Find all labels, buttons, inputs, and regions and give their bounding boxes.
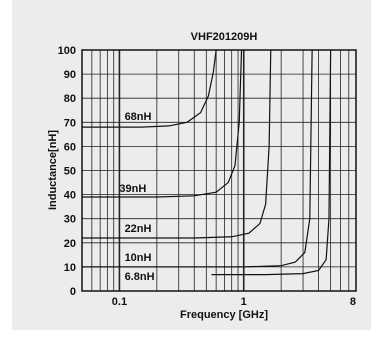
tick-labels: 0 10 20 30 40 50 60 70 80 90 100 0.1 1 8 xyxy=(58,45,356,308)
x-axis-title: Frequency [GHz] xyxy=(180,309,268,321)
y-tick-label: 0 xyxy=(70,286,76,298)
series-label-68nh: 68nH xyxy=(125,111,152,123)
y-tick-label: 40 xyxy=(64,190,76,202)
inductance-frequency-chart: VHF201209H Frequency [GHz] Inductance[nH… xyxy=(47,31,357,321)
y-tick-label: 70 xyxy=(64,117,76,129)
series-label-39nh: 39nH xyxy=(119,183,146,195)
series-label-22nh: 22nH xyxy=(125,223,152,235)
series-lines xyxy=(82,49,332,276)
x-tick-label: 8 xyxy=(350,296,356,308)
y-tick-label: 60 xyxy=(64,141,76,153)
series-labels: 68nH 39nH 22nH 10nH 6.8nH xyxy=(119,111,154,283)
y-tick-label: 90 xyxy=(64,69,76,81)
y-tick-label: 10 xyxy=(64,262,76,274)
y-tick-label: 30 xyxy=(64,214,76,226)
series-line-68nh xyxy=(82,49,217,128)
y-tick-label: 50 xyxy=(64,166,76,178)
x-tick-label: 1 xyxy=(241,296,247,308)
y-tick-label: 80 xyxy=(64,93,76,105)
series-line-68nh xyxy=(211,49,332,276)
plot-frame xyxy=(81,49,357,292)
x-tick-label: 0.1 xyxy=(112,296,127,308)
y-tick-label: 100 xyxy=(58,45,76,57)
series-label-10nh: 10nH xyxy=(125,252,152,264)
grid xyxy=(81,49,357,292)
chart-panel: VHF201209H Frequency [GHz] Inductance[nH… xyxy=(12,0,371,330)
series-line-10nh xyxy=(82,49,313,268)
series-label-68nh: 6.8nH xyxy=(125,271,155,283)
y-axis-title: Inductance[nH] xyxy=(47,130,59,210)
chart-title: VHF201209H xyxy=(191,31,258,43)
y-tick-label: 20 xyxy=(64,238,76,250)
series-line-39nh xyxy=(82,49,243,198)
series-line-22nh xyxy=(82,49,272,239)
